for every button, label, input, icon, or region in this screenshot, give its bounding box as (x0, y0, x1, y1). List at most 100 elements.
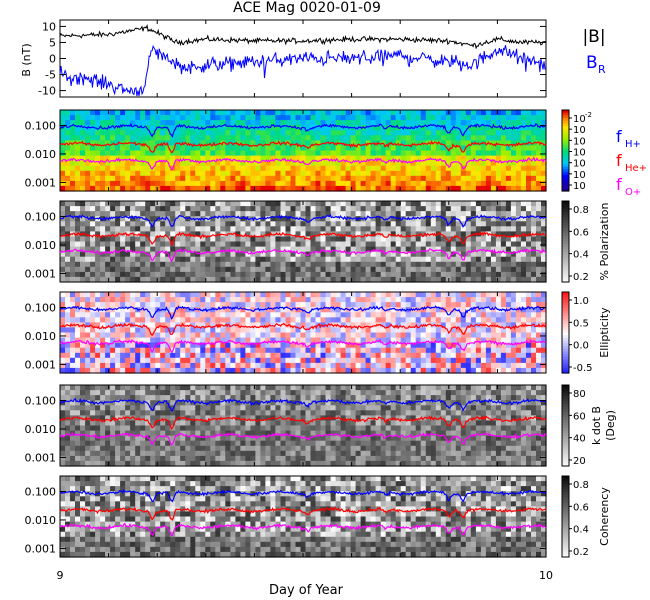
heatmap-cell (425, 357, 432, 364)
heatmap-cell (105, 246, 111, 253)
heatmap-cell (531, 266, 537, 273)
heatmap-cell (190, 332, 196, 339)
heatmap-cell (85, 430, 91, 437)
heatmap-cell (180, 150, 186, 157)
heatmap-cell (90, 221, 96, 227)
heatmap-cell (400, 241, 407, 248)
heatmap-cell (425, 266, 432, 273)
heatmap-cell (245, 165, 251, 172)
heatmap-cell (110, 165, 116, 172)
heatmap-cell (495, 261, 502, 268)
heatmap-panel-4 (60, 385, 547, 467)
heatmap-cell (510, 352, 517, 359)
heatmap-cell (140, 357, 146, 364)
heatmap-cell (105, 231, 111, 238)
heatmap-cell (520, 206, 527, 212)
heatmap-cell (115, 342, 121, 349)
heatmap-cell (500, 332, 507, 339)
heatmap-cell (130, 150, 136, 157)
heatmap-cell (285, 211, 292, 217)
heatmap-cell (80, 276, 86, 283)
heatmap-cell (160, 155, 166, 162)
heatmap-cell (285, 155, 292, 162)
heatmap-cell (145, 312, 151, 318)
heatmap-cell (170, 292, 176, 298)
heatmap-cell (320, 201, 327, 207)
heatmap-cell (280, 236, 287, 243)
heatmap-cell (385, 201, 392, 207)
colorbar-cell (562, 367, 569, 371)
heatmap-cell (275, 185, 281, 192)
heatmap-cell (340, 145, 347, 152)
heatmap-cell (180, 175, 186, 182)
heatmap-cell (405, 337, 412, 344)
heatmap-cell (245, 221, 251, 227)
heatmap-cell (180, 226, 186, 232)
heatmap-cell (195, 271, 201, 278)
heatmap-cell (390, 327, 397, 334)
colorbar-tick-label: 0.4 (573, 250, 589, 261)
heatmap-cell (375, 165, 382, 172)
heatmap-cell (380, 115, 387, 121)
heatmap-cell (510, 322, 517, 329)
heatmap-cell (440, 317, 447, 323)
heatmap-cell (460, 251, 467, 258)
heatmap-cell (205, 347, 211, 354)
heatmap-cell (526, 261, 532, 268)
heatmap-cell (195, 180, 201, 187)
heatmap-cell (541, 211, 547, 217)
heatmap-cell (335, 110, 342, 116)
heatmap-cell (420, 362, 427, 369)
heatmap-cell (520, 352, 527, 359)
heatmap-cell (215, 140, 221, 147)
heatmap-cell (480, 312, 487, 318)
heatmap-cell (375, 125, 382, 131)
heatmap-cell (235, 231, 241, 238)
heatmap-cell (120, 236, 126, 243)
heatmap-cell (325, 367, 332, 374)
heatmap-cell (345, 155, 352, 162)
heatmap-cell (250, 155, 256, 162)
heatmap-cell (135, 342, 141, 349)
heatmap-cell (95, 145, 101, 152)
heatmap-cell (310, 261, 317, 268)
heatmap-cell (165, 246, 171, 253)
heatmap-cell (480, 120, 487, 126)
heatmap-cell (541, 226, 547, 232)
heatmap-cell (240, 317, 246, 323)
heatmap-cell (500, 251, 507, 258)
heatmap-cell (345, 307, 352, 313)
heatmap-cell (245, 261, 251, 268)
heatmap-cell (355, 236, 362, 243)
heatmap-cell (505, 236, 512, 243)
heatmap-cell (80, 425, 86, 432)
heatmap-cell (200, 201, 206, 207)
heatmap-cell (415, 206, 422, 212)
colorbar-cell (562, 292, 569, 296)
heatmap-cell (165, 271, 171, 278)
heatmap-cell (400, 130, 407, 136)
heatmap-cell (526, 352, 532, 359)
heatmap-cell (285, 302, 292, 308)
heatmap-cell (245, 135, 251, 141)
heatmap-cell (85, 130, 91, 136)
heatmap-cell (515, 251, 522, 258)
heatmap-cell (465, 276, 472, 283)
heatmap-cell (435, 216, 442, 222)
heatmap-cell (210, 357, 216, 364)
heatmap-cell (340, 165, 347, 172)
heatmap-cell (465, 312, 472, 318)
heatmap-cell (135, 317, 141, 323)
heatmap-cell (455, 302, 462, 308)
heatmap-cell (470, 170, 477, 177)
heatmap-cell (160, 165, 166, 172)
heatmap-cell (275, 297, 281, 303)
heatmap-cell (495, 332, 502, 339)
heatmap-cell (450, 302, 457, 308)
heatmap-cell (215, 125, 221, 131)
heatmap-cell (270, 155, 276, 162)
heatmap-cell (285, 271, 292, 278)
heatmap-cell (180, 216, 186, 222)
heatmap-cell (75, 352, 81, 359)
heatmap-cell (495, 367, 502, 374)
